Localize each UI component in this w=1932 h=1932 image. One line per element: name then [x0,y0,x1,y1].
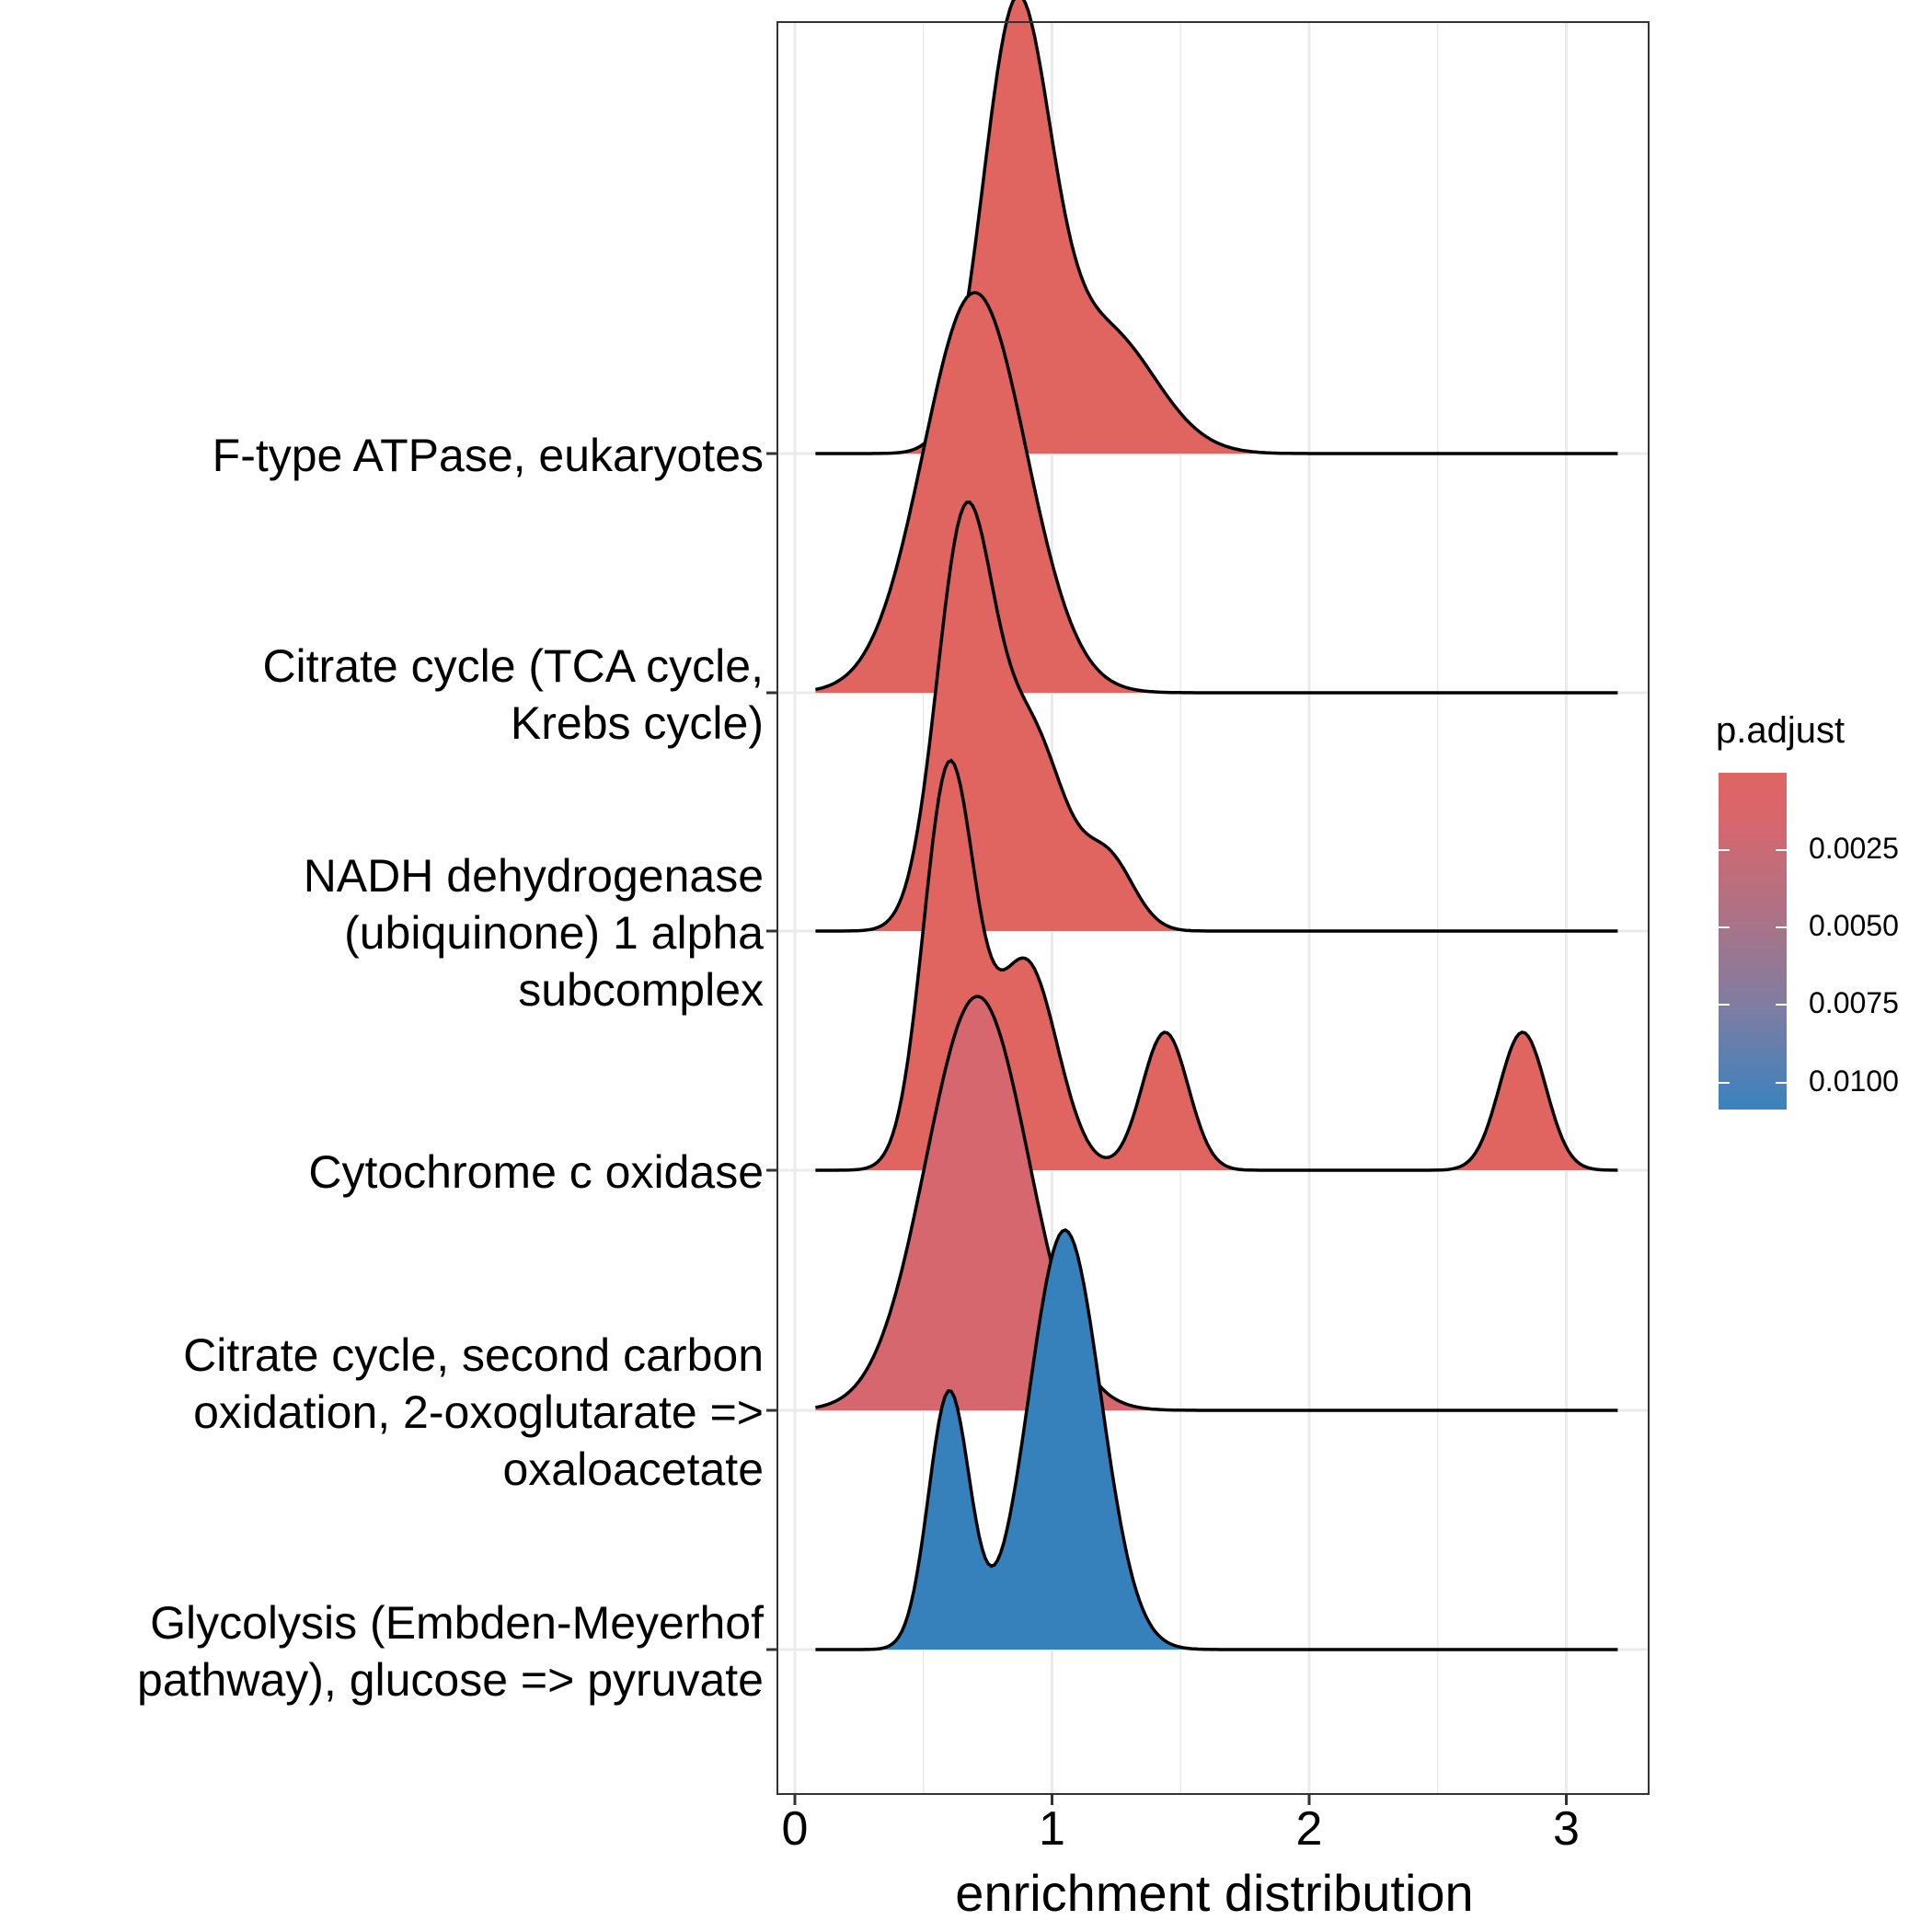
y-category-label-line: Cytochrome c oxidase [308,1146,764,1198]
x-tick-label: 0 [781,1802,809,1856]
legend-tick-mark [1719,926,1730,928]
ridge-fill [815,0,1618,454]
x-tick-label: 3 [1553,1802,1580,1856]
y-category-label-line: subcomplex [518,964,764,1016]
legend-label: 0.0050 [1809,908,1899,942]
plot-border [776,21,1650,1795]
ridge-outline [815,1228,1618,1651]
y-category-label-line: (ubiquinone) 1 alpha [344,907,764,959]
legend-tick-mark [1719,1081,1730,1084]
legend-label: 0.0075 [1809,986,1899,1020]
y-category-label: F-type ATPase, eukaryotes [213,427,764,484]
ridge-outline [815,995,1618,1412]
y-category-label-line: NADH dehydrogenase [303,850,764,902]
ridge-fill [815,1230,1618,1650]
ridge-outline [815,291,1618,695]
y-category-label-line: oxaloacetate [502,1443,764,1495]
legend-title: p.adjust [1716,710,1846,751]
ridge-outline [815,500,1618,933]
legend-tick-mark [1719,848,1730,851]
y-category-label: NADH dehydrogenase (ubiquinone) 1 alpha su… [304,847,764,1018]
x-tick-label: 2 [1295,1802,1323,1856]
y-category-label: Glycolysis (Embden-Meyerhof pathway), glu… [137,1594,764,1708]
x-axis-title: enrichment distribution [955,1864,1474,1922]
legend-label: 0.0025 [1809,831,1899,865]
y-category-label: Cytochrome c oxidase [308,1144,764,1201]
ridge-fill [815,293,1618,693]
legend-tick-mark [1776,926,1787,928]
legend-tick-mark [1776,1081,1787,1084]
legend-label: 0.0100 [1809,1064,1899,1098]
ridge-fill [815,501,1618,931]
y-category-label-line: F-type ATPase, eukaryotes [212,430,764,481]
y-category-label-line: Citrate cycle, second carbon [183,1329,764,1381]
ridge-outline [815,758,1618,1172]
y-category-label-line: Krebs cycle) [510,697,764,749]
y-category-label-line: Citrate cycle (TCA cycle, [262,640,764,692]
legend-tick-mark [1719,1004,1730,1006]
y-category-label-line: pathway), glucose => pyruvate [137,1654,764,1706]
x-tick-label: 1 [1039,1802,1065,1856]
y-category-label-line: oxidation, 2-oxoglutarate => [193,1386,764,1438]
y-category-label-line: Glycolysis (Embden-Meyerhof [150,1597,764,1649]
legend-colorbar [1719,773,1787,1110]
legend-tick-mark [1776,1004,1787,1006]
y-category-label: Citrate cycle, second carbon oxidation, 2… [183,1327,764,1498]
y-category-label: Citrate cycle (TCA cycle, Krebs cycle) [262,638,764,752]
legend-tick-mark [1776,848,1787,851]
ridge-fill [815,760,1618,1170]
